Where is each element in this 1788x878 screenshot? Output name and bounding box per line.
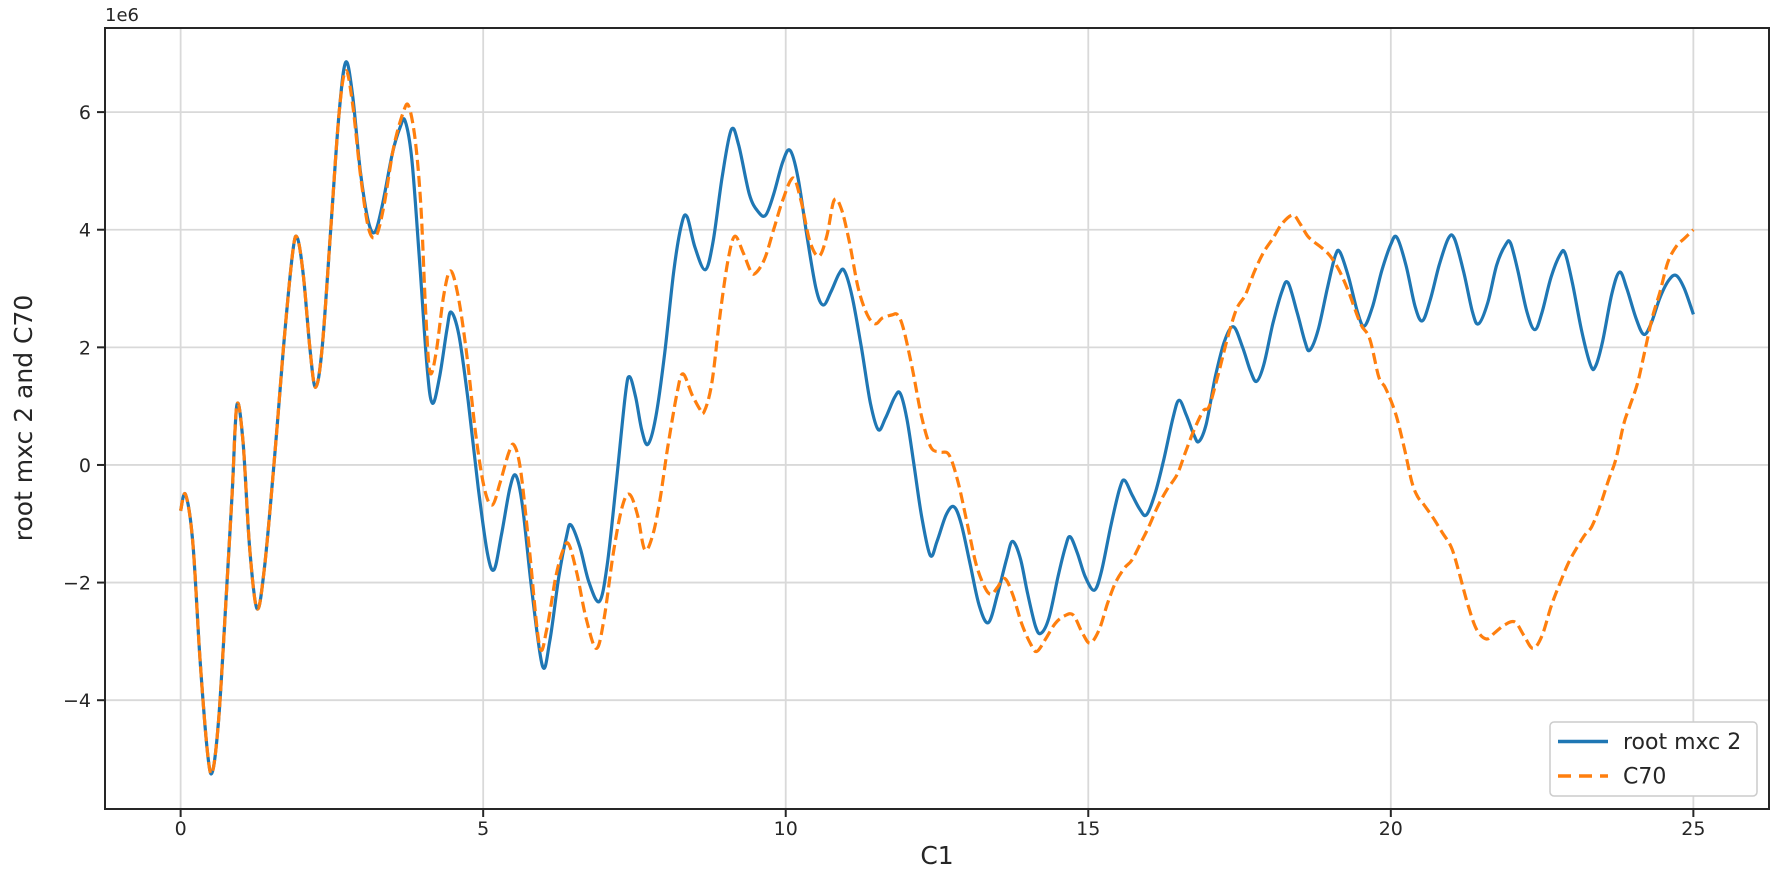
x-tick-label: 0 bbox=[175, 818, 187, 840]
y-tick-label: 4 bbox=[79, 220, 91, 242]
legend-label-root-mxc-2: root mxc 2 bbox=[1623, 730, 1741, 755]
x-tick-label: 20 bbox=[1379, 818, 1403, 840]
y-tick-label: 2 bbox=[79, 337, 91, 359]
y-axis-label: root mxc 2 and C70 bbox=[9, 295, 38, 542]
y-tick-label: 6 bbox=[79, 102, 91, 124]
x-tick-label: 25 bbox=[1681, 818, 1705, 840]
y-tick-label: −4 bbox=[63, 690, 91, 712]
y-axis-ticks: −4 −2 0 2 4 6 bbox=[63, 102, 105, 712]
x-tick-label: 15 bbox=[1076, 818, 1100, 840]
series-line-c70 bbox=[179, 69, 1695, 776]
gridlines bbox=[105, 28, 1769, 809]
x-tick-label: 5 bbox=[477, 818, 489, 840]
y-tick-label: −2 bbox=[63, 573, 91, 595]
y-tick-label: 0 bbox=[79, 455, 91, 477]
x-tick-label: 10 bbox=[774, 818, 798, 840]
series-line-root-mxc-2 bbox=[179, 60, 1695, 776]
legend-label-c70: C70 bbox=[1623, 765, 1666, 790]
y-axis-offset-text: 1e6 bbox=[105, 5, 139, 26]
legend: root mxc 2 C70 bbox=[1549, 721, 1758, 797]
x-axis-label: C1 bbox=[920, 841, 953, 870]
x-axis-ticks: 0 5 10 15 20 25 bbox=[175, 809, 1705, 840]
axes-frame bbox=[104, 27, 1770, 810]
